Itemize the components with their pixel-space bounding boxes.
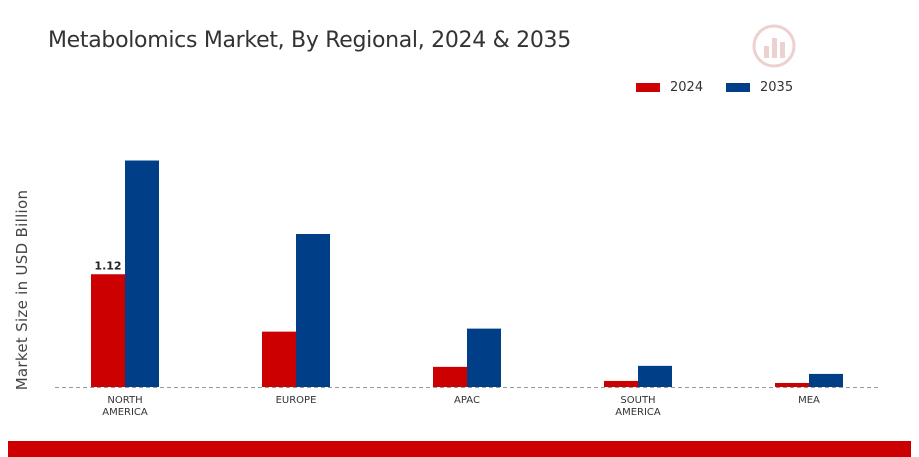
plot-area: NORTH AMERICA EUROPE APAC SOUTH AMERICA MEA 1.1… (55, 160, 878, 418)
bar-2035-europe (296, 233, 330, 387)
legend-label-2035: 2035 (760, 79, 794, 95)
footer-bar (8, 441, 911, 457)
x-tick-label-europe: EUROPE (276, 395, 317, 406)
data-label-2024-0: 1.12 (94, 259, 121, 272)
legend-swatch-2024 (636, 82, 660, 92)
watermark-logo-icon (752, 24, 796, 68)
x-tick-label-south-america: SOUTH AMERICA (615, 395, 661, 418)
chart-title: Metabolomics Market, By Regional, 2024 &… (48, 28, 571, 53)
x-tick-label-north-america: NORTH AMERICA (102, 395, 148, 418)
bar-2035-mea (809, 373, 843, 387)
x-tick-label-mea: MEA (798, 395, 820, 406)
legend-label-2024: 2024 (670, 79, 704, 95)
bar-2035-south-america (638, 365, 672, 387)
bar-2024-south-america (604, 380, 638, 387)
x-tick-label-apac: APAC (454, 395, 480, 406)
legend-item-2035: 2035 (726, 78, 793, 96)
legend-swatch-2035 (726, 82, 750, 92)
bar-2035-apac (467, 328, 501, 387)
legend-item-2024: 2024 (636, 78, 703, 96)
bar-2035-north-america (125, 160, 159, 387)
bar-2024-mea (775, 382, 809, 387)
bar-2024-apac (433, 366, 467, 387)
bar-2024-north-america (91, 274, 125, 387)
bar-2024-europe (262, 331, 296, 387)
